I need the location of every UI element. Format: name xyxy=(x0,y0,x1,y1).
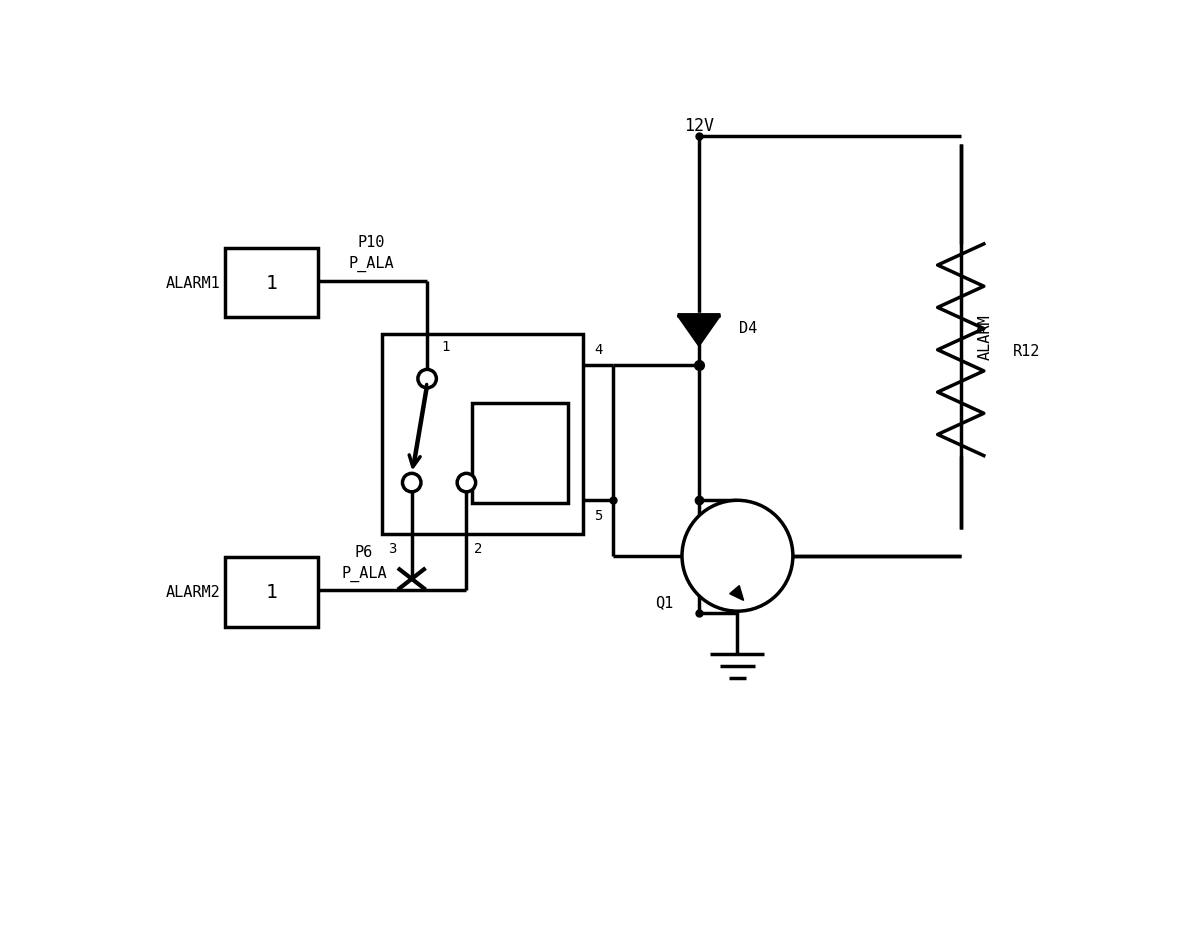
Text: R12: R12 xyxy=(1013,344,1040,358)
Text: 4: 4 xyxy=(593,343,602,357)
Text: ALARM: ALARM xyxy=(978,314,993,359)
Text: 1: 1 xyxy=(441,339,449,353)
Text: 2: 2 xyxy=(474,541,482,555)
Circle shape xyxy=(402,474,421,492)
Text: 5: 5 xyxy=(593,508,602,522)
Bar xyxy=(472,403,568,504)
Text: P_ALA: P_ALA xyxy=(349,256,394,272)
Circle shape xyxy=(418,370,436,388)
Bar xyxy=(382,334,584,534)
Text: P_ALA: P_ALA xyxy=(341,565,387,581)
Text: 12V: 12V xyxy=(684,116,714,135)
Polygon shape xyxy=(730,586,744,601)
Text: P6: P6 xyxy=(355,544,373,559)
Text: ALARM1: ALARM1 xyxy=(166,275,221,290)
Polygon shape xyxy=(677,316,720,347)
Text: D4: D4 xyxy=(739,320,757,335)
Text: 1: 1 xyxy=(266,273,277,293)
Text: Q1: Q1 xyxy=(656,594,673,609)
Text: 1: 1 xyxy=(266,583,277,602)
Polygon shape xyxy=(677,314,720,317)
Circle shape xyxy=(682,501,793,611)
Bar xyxy=(226,248,318,317)
Circle shape xyxy=(457,474,475,492)
Bar xyxy=(226,558,318,627)
Text: ALARM2: ALARM2 xyxy=(166,585,221,600)
Text: 3: 3 xyxy=(388,541,396,555)
Text: P10: P10 xyxy=(358,235,386,250)
